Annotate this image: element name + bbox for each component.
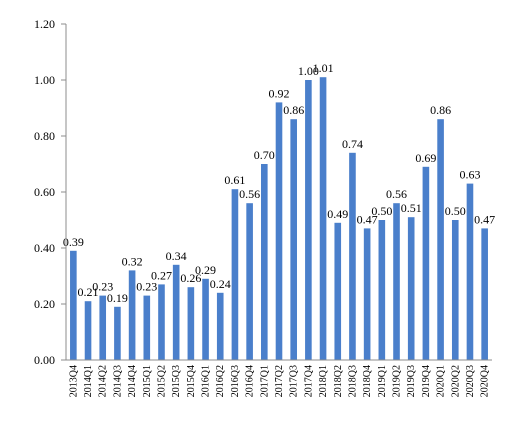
bar-2016Q2 xyxy=(216,292,224,360)
bar-2019Q4 xyxy=(422,166,430,360)
bar-2014Q1 xyxy=(84,301,92,360)
data-label-2016Q2: 0.24 xyxy=(210,277,231,291)
data-label-2020Q4: 0.47 xyxy=(474,212,495,226)
bar-2017Q3 xyxy=(290,119,297,360)
x-tick-label-2019Q2: 2019Q2 xyxy=(392,365,403,397)
bar-2016Q4 xyxy=(246,203,253,360)
x-tick-label-2016Q3: 2016Q3 xyxy=(230,365,241,397)
bar-2015Q3 xyxy=(172,264,180,360)
x-tick-label-2017Q1: 2017Q1 xyxy=(259,365,270,397)
data-label-2020Q2: 0.50 xyxy=(445,204,466,218)
bar-2018Q2 xyxy=(334,222,342,360)
bar-2020Q4 xyxy=(481,228,488,360)
x-tick-label-2014Q3: 2014Q3 xyxy=(112,365,123,397)
y-axis-ticks: 0.00 0.20 0.40 0.60 0.80 1.00 1.20 xyxy=(34,17,66,367)
data-label-2016Q1: 0.29 xyxy=(195,263,216,277)
data-label-2016Q3: 0.61 xyxy=(224,173,245,187)
x-tick-label-2016Q2: 2016Q2 xyxy=(215,365,226,397)
x-tick-label-2015Q1: 2015Q1 xyxy=(142,365,153,397)
data-label-2017Q1: 0.70 xyxy=(254,148,275,162)
x-tick-label-2019Q4: 2019Q4 xyxy=(421,365,432,397)
x-tick-label-2019Q1: 2019Q1 xyxy=(377,365,388,397)
x-tick-label-2017Q3: 2017Q3 xyxy=(289,365,300,397)
bar-2020Q2 xyxy=(451,220,459,360)
bar-2013Q4 xyxy=(70,250,77,360)
bar-2015Q1 xyxy=(143,295,151,360)
bar-2015Q2 xyxy=(158,284,165,360)
x-tick-label-2020Q4: 2020Q4 xyxy=(480,365,491,397)
x-tick-label-2016Q1: 2016Q1 xyxy=(201,365,212,397)
data-label-2017Q2: 0.92 xyxy=(269,86,290,100)
bar-2018Q3 xyxy=(349,152,356,360)
data-label-2015Q3: 0.34 xyxy=(166,249,187,263)
bar-2014Q3 xyxy=(114,306,121,360)
data-label-2016Q4: 0.56 xyxy=(239,187,260,201)
y-tick-label: 0.00 xyxy=(34,353,55,367)
bar-2019Q3 xyxy=(407,217,415,360)
bar-2019Q2 xyxy=(393,203,400,360)
x-tick-label-2020Q2: 2020Q2 xyxy=(450,365,461,397)
data-label-2013Q4: 0.39 xyxy=(63,235,84,249)
x-axis-tick-labels: 2013Q4 2014Q1 2014Q2 2014Q3 2014Q4 2015Q1 2015… xyxy=(68,365,490,397)
bar-2018Q1 xyxy=(319,77,327,360)
data-label-2019Q3: 0.51 xyxy=(401,201,422,215)
bar-2017Q2 xyxy=(275,102,283,361)
x-tick-label-2020Q3: 2020Q3 xyxy=(465,365,476,397)
bar-2017Q4 xyxy=(305,80,312,360)
bar-2018Q4 xyxy=(363,228,371,360)
y-tick-label: 0.60 xyxy=(34,185,55,199)
x-tick-label-2015Q3: 2015Q3 xyxy=(171,365,182,397)
data-label-2014Q4: 0.32 xyxy=(122,254,143,268)
bar-2017Q1 xyxy=(261,164,268,360)
x-tick-label-2017Q2: 2017Q2 xyxy=(274,365,285,397)
data-label-2015Q2: 0.27 xyxy=(151,268,172,282)
data-label-2015Q1: 0.23 xyxy=(136,280,157,294)
x-tick-label-2018Q3: 2018Q3 xyxy=(347,365,358,397)
bar-2016Q3 xyxy=(231,189,239,360)
x-tick-label-2014Q2: 2014Q2 xyxy=(98,365,109,397)
x-tick-label-2015Q2: 2015Q2 xyxy=(156,365,167,397)
x-tick-label-2020Q1: 2020Q1 xyxy=(436,365,447,397)
bar-2020Q3 xyxy=(466,183,474,360)
x-tick-label-2014Q4: 2014Q4 xyxy=(127,365,138,397)
x-tick-label-2014Q1: 2014Q1 xyxy=(83,365,94,397)
x-tick-label-2018Q2: 2018Q2 xyxy=(333,365,344,397)
bar-2020Q1 xyxy=(437,119,444,360)
data-label-2019Q1: 0.50 xyxy=(371,204,392,218)
x-tick-label-2015Q4: 2015Q4 xyxy=(186,365,197,397)
data-label-2014Q1: 0.21 xyxy=(78,285,99,299)
data-label-2018Q2: 0.49 xyxy=(327,207,348,221)
x-tick-label-2016Q4: 2016Q4 xyxy=(245,365,256,397)
bar-2014Q2 xyxy=(99,295,107,360)
data-label-2018Q4: 0.47 xyxy=(357,212,378,226)
data-label-2020Q1: 0.86 xyxy=(430,103,451,117)
x-tick-label-2019Q3: 2019Q3 xyxy=(406,365,417,397)
y-tick-label: 1.00 xyxy=(34,73,55,87)
bar-2014Q4 xyxy=(128,270,136,360)
data-label-2015Q4: 0.26 xyxy=(180,271,201,285)
bar-series xyxy=(70,77,488,361)
data-label-2018Q1: 1.01 xyxy=(313,61,334,75)
data-label-2017Q3: 0.86 xyxy=(283,103,304,117)
y-tick-label: 0.40 xyxy=(34,241,55,255)
x-tick-label-2018Q4: 2018Q4 xyxy=(362,365,373,397)
y-tick-label: 0.20 xyxy=(34,297,55,311)
x-tick-label-2018Q1: 2018Q1 xyxy=(318,365,329,397)
bar-2015Q4 xyxy=(187,287,195,360)
data-label-2014Q3: 0.19 xyxy=(107,291,128,305)
data-label-2017Q4: 1.00 xyxy=(298,64,319,78)
y-tick-label: 0.80 xyxy=(34,129,55,143)
y-tick-label: 1.20 xyxy=(34,17,55,31)
bar-2019Q1 xyxy=(378,220,386,360)
data-label-2018Q3: 0.74 xyxy=(342,137,363,151)
x-tick-label-2017Q4: 2017Q4 xyxy=(303,365,314,397)
data-labels: 0.390.210.230.190.320.230.270.340.260.29… xyxy=(63,61,495,305)
data-label-2019Q4: 0.69 xyxy=(415,151,436,165)
data-label-2019Q2: 0.56 xyxy=(386,187,407,201)
data-label-2020Q3: 0.63 xyxy=(459,168,480,182)
bar-2016Q1 xyxy=(202,278,209,360)
x-tick-label-2013Q4: 2013Q4 xyxy=(68,365,79,397)
data-label-2014Q2: 0.23 xyxy=(92,280,113,294)
